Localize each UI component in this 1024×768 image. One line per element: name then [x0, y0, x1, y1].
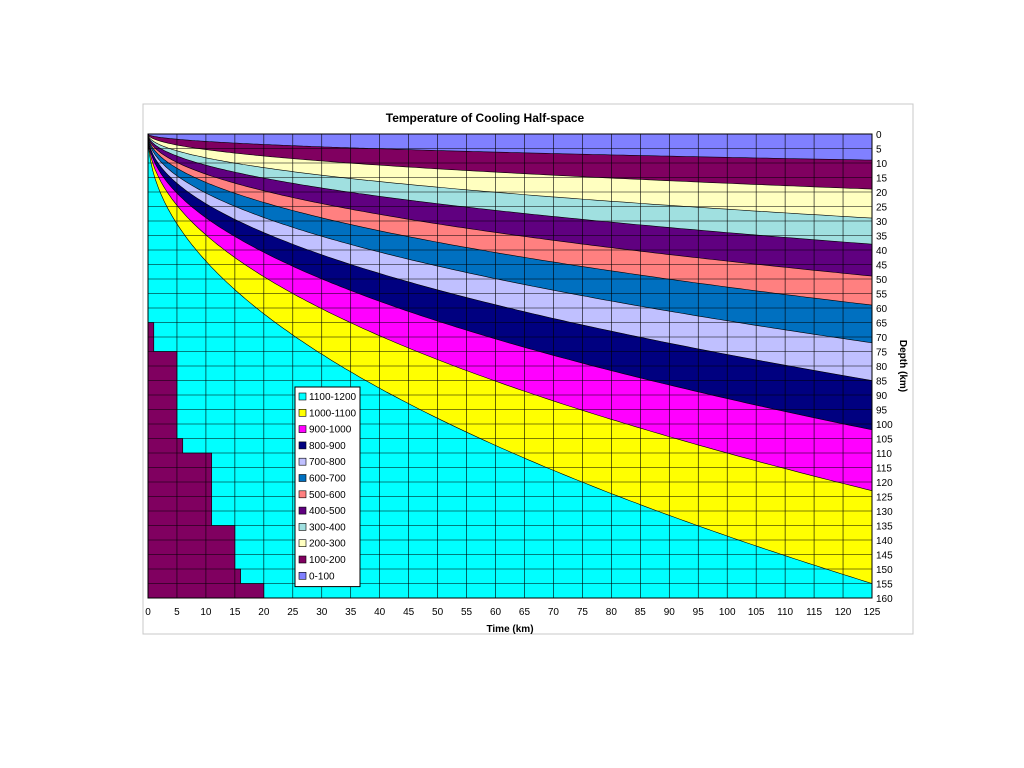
legend-box: [294, 386, 361, 588]
legend-label-400-500: 400-500: [309, 506, 346, 517]
legend-swatch-400-500: [298, 506, 307, 515]
y-tick-label: 35: [876, 232, 888, 243]
legend-label-1000-1100: 1000-1100: [309, 408, 357, 419]
y-tick-label: 110: [876, 449, 892, 460]
x-tick-label: 115: [806, 607, 822, 618]
x-tick-label: 30: [316, 607, 328, 618]
y-tick-label: 120: [876, 478, 893, 489]
y-tick-label: 105: [876, 435, 893, 446]
x-tick-label: 80: [606, 607, 618, 618]
legend-swatch-600-700: [298, 474, 307, 482]
legend-swatch-200-300: [298, 539, 307, 548]
y-tick-label: 60: [876, 304, 888, 315]
legend-swatch-300-400: [298, 523, 307, 531]
chart-title: Temperature of Cooling Half-space: [386, 111, 585, 125]
y-tick-label: 160: [876, 594, 893, 605]
legend-label-0-100: 0-100: [309, 571, 335, 582]
legend-label-100-200: 100-200: [309, 555, 346, 566]
legend-swatch-1100-1200: [298, 392, 307, 401]
y-tick-label: 85: [876, 377, 888, 388]
y-tick-label: 90: [876, 391, 888, 402]
x-tick-label: 60: [490, 607, 502, 618]
x-tick-label: 105: [748, 607, 765, 618]
legend-label-200-300: 200-300: [309, 539, 346, 550]
legend-swatch-1000-1100: [298, 408, 307, 417]
y-tick-label: 55: [876, 290, 888, 301]
y-tick-label: 80: [876, 362, 888, 373]
y-tick-label: 50: [876, 275, 888, 286]
legend-swatch-800-900: [298, 441, 307, 450]
legend-label-300-400: 300-400: [309, 522, 346, 533]
y-tick-label: 40: [876, 246, 888, 257]
y-tick-label: 130: [876, 507, 893, 518]
legend-label-500-600: 500-600: [309, 490, 346, 501]
x-tick-label: 90: [664, 607, 676, 618]
y-tick-label: 15: [876, 174, 888, 185]
y-tick-label: 45: [876, 261, 888, 272]
x-axis-label: Time (km): [486, 624, 533, 635]
y-axis-label: Depth (km): [897, 340, 908, 392]
y-tick-label: 140: [876, 536, 893, 547]
band-0-100: [147, 133, 873, 161]
y-tick-label: 25: [876, 203, 888, 214]
y-tick-label: 30: [876, 217, 888, 228]
x-tick-label: 110: [777, 607, 793, 618]
x-tick-label: 50: [432, 607, 444, 618]
y-tick-label: 100: [876, 420, 893, 431]
x-tick-label: 100: [719, 607, 736, 618]
legend-swatch-700-800: [298, 457, 307, 466]
x-tick-label: 40: [374, 607, 386, 618]
x-tick-label: 125: [864, 607, 881, 618]
legend-label-600-700: 600-700: [309, 474, 346, 485]
x-tick-label: 85: [635, 607, 647, 618]
legend-swatch-900-1000: [298, 425, 307, 433]
legend-label-800-900: 800-900: [309, 441, 346, 452]
x-tick-label: 10: [200, 607, 212, 618]
y-tick-label: 115: [876, 464, 892, 475]
y-tick-label: 145: [876, 551, 893, 562]
x-tick-label: 120: [835, 607, 852, 618]
y-tick-label: 20: [876, 188, 888, 199]
y-tick-label: 10: [876, 159, 888, 170]
y-tick-label: 125: [876, 493, 893, 504]
legend-label-700-800: 700-800: [309, 457, 346, 468]
plot-border: [147, 133, 873, 599]
x-tick-label: 15: [229, 607, 241, 618]
legend-swatch-500-600: [298, 490, 307, 499]
x-tick-label: 5: [174, 607, 180, 618]
x-tick-label: 55: [461, 607, 473, 618]
y-tick-label: 135: [876, 522, 893, 533]
x-tick-label: 35: [345, 607, 357, 618]
y-tick-label: 75: [876, 348, 888, 359]
x-tick-label: 70: [548, 607, 560, 618]
legend-swatch-100-200: [298, 555, 307, 564]
x-tick-label: 45: [403, 607, 415, 618]
legend-label-1100-1200: 1100-1200: [309, 392, 357, 403]
x-tick-label: 65: [519, 607, 531, 618]
x-tick-label: 95: [693, 607, 705, 618]
y-tick-label: 5: [876, 145, 882, 156]
y-tick-label: 155: [876, 580, 893, 591]
y-tick-label: 150: [876, 565, 893, 576]
y-tick-label: 0: [876, 130, 882, 141]
y-tick-label: 95: [876, 406, 888, 417]
x-tick-label: 20: [258, 607, 270, 618]
y-tick-label: 65: [876, 319, 888, 330]
y-tick-label: 70: [876, 333, 888, 344]
legend-swatch-0-100: [298, 571, 307, 580]
x-tick-label: 75: [577, 607, 589, 618]
legend-label-900-1000: 900-1000: [309, 425, 352, 436]
legend: 1100-1200 1000-1100 900-1000 800-900 700-800…: [294, 386, 361, 588]
x-tick-label: 0: [145, 607, 151, 618]
x-tick-label: 25: [287, 607, 299, 618]
